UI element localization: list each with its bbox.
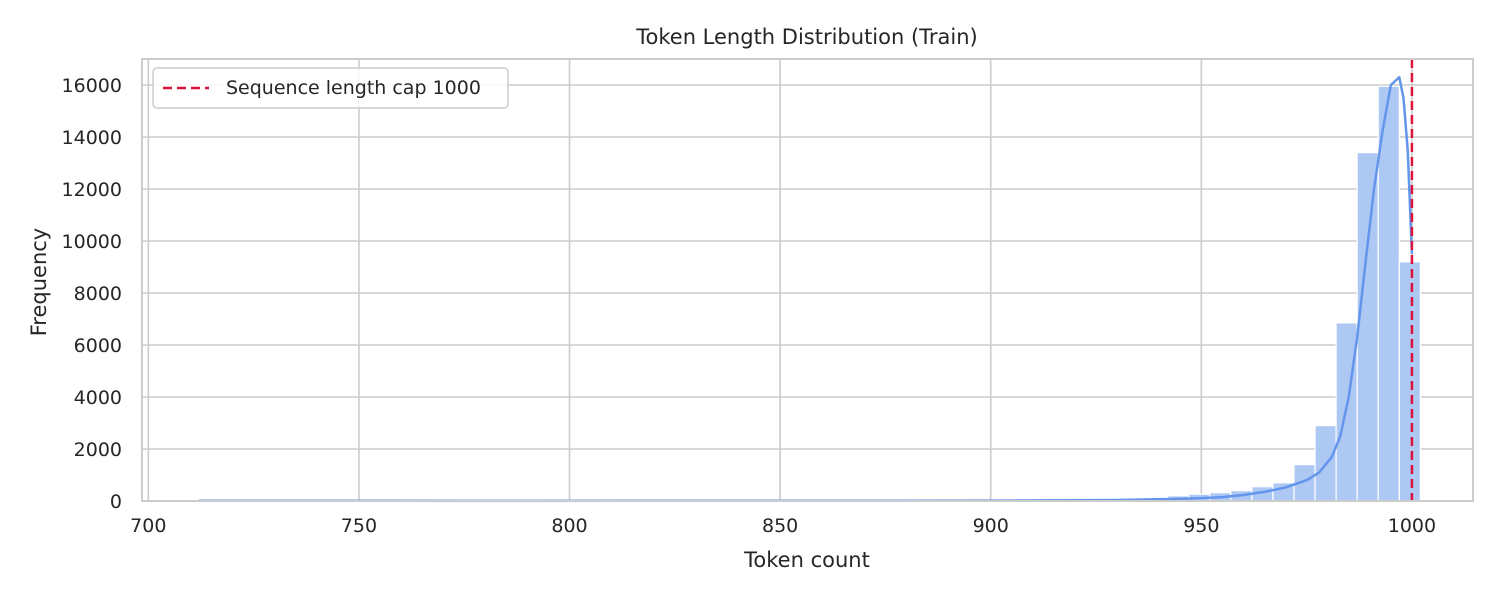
histogram-bar [1356,152,1379,502]
chart-title: Token Length Distribution (Train) [635,25,978,49]
x-tick-labels: 700 750 800 850 900 950 1000 [130,515,1436,537]
legend-box [152,67,509,109]
plot-background [142,59,1473,501]
y-tick-label: 8000 [74,283,122,305]
x-axis-label: Token count [743,548,870,572]
y-tick-labels: 0 2000 4000 6000 8000 10000 12000 14000 16000 [62,75,122,513]
legend-label: Sequence length cap 1000 [226,77,481,99]
y-tick-label: 12000 [62,179,122,201]
y-tick-label: 6000 [74,335,122,357]
x-tick-label: 750 [341,515,377,537]
x-tick-label: 800 [551,515,587,537]
x-tick-label: 850 [762,515,798,537]
y-tick-label: 16000 [62,75,122,97]
histogram-bar [1377,85,1400,502]
y-tick-label: 14000 [62,127,122,149]
y-tick-label: 10000 [62,231,122,253]
grid-lines [142,59,1473,502]
x-tick-label: 1000 [1388,515,1436,537]
plot-frame [141,58,1474,502]
y-axis-label: Frequency [27,228,51,337]
histogram-bar [1398,261,1421,502]
y-tick-label: 2000 [74,439,122,461]
x-tick-label: 950 [1183,515,1219,537]
x-tick-label: 900 [973,515,1009,537]
x-tick-label: 700 [130,515,166,537]
legend: Sequence length cap 1000 [152,67,509,109]
y-tick-label: 4000 [74,387,122,409]
y-tick-label: 0 [110,491,122,513]
